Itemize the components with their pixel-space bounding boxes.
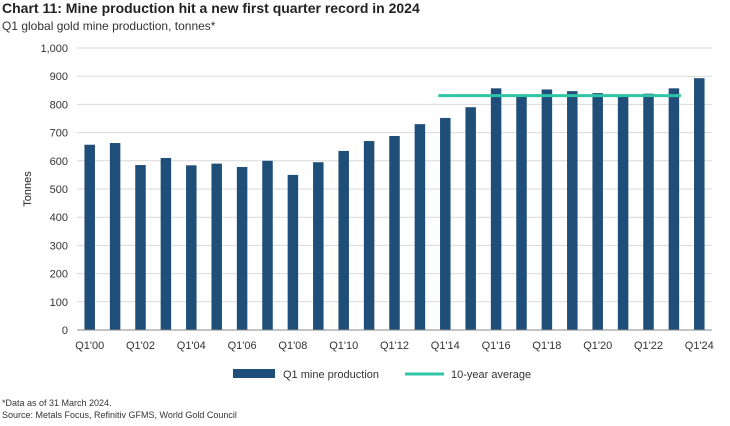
bar-Q104 [186,165,197,330]
bar-Q114 [440,117,451,330]
y-tick-label: 200 [50,269,68,281]
bar-Q117 [516,95,527,330]
bar-Q122 [643,93,654,331]
x-tick-label: Q1'18 [532,340,561,352]
y-tick-label: 700 [50,128,68,140]
bar-Q108 [287,174,299,330]
data-note: *Data as of 31 March 2024. [2,398,112,408]
bar-Q113 [414,124,426,330]
x-tick-label: Q1'10 [329,340,358,352]
bar-Q103 [160,157,172,330]
x-tick-label: Q1'22 [634,340,663,352]
y-tick-label: 100 [50,297,68,309]
y-tick-label: 1,000 [40,43,68,55]
y-tick-label: 500 [50,184,68,196]
bar-Q120 [592,93,603,331]
y-tick-label: 0 [62,325,68,337]
bar-Q121 [617,95,629,330]
bar-Q101 [109,143,121,330]
y-tick-label: 600 [50,156,68,168]
bar-Q116 [490,88,502,331]
bar-Q124 [694,78,705,330]
bar-Q100 [84,144,95,330]
bar-Q112 [389,135,400,330]
x-tick-label: Q1'14 [431,340,460,352]
bar-Q105 [211,163,222,330]
bar-Q110 [338,150,349,330]
x-tick-label: Q1'00 [75,340,104,352]
source-note: Source: Metals Focus, Refinitiv GFMS, Wo… [2,410,237,420]
bar-Q118 [541,89,553,330]
x-tick-label: Q1'06 [228,340,257,352]
bar-Q111 [363,141,375,330]
bar-Q102 [135,165,146,330]
bar-Q123 [668,88,680,331]
chart-title: Chart 11: Mine production hit a new firs… [2,0,420,16]
chart-subtitle: Q1 global gold mine production, tonnes* [2,19,216,33]
x-tick-label: Q1'08 [278,340,307,352]
y-tick-label: 800 [50,99,68,111]
bar-Q119 [567,91,578,331]
bar-Q109 [313,162,324,330]
bar-Q115 [465,107,476,330]
legend-swatch-bar [233,369,275,378]
x-tick-label: Q1'16 [482,340,511,352]
x-tick-label: Q1'04 [177,340,206,352]
x-tick-label: Q1'20 [583,340,612,352]
y-tick-label: 400 [50,212,68,224]
bar-Q106 [236,167,248,330]
x-tick-label: Q1'02 [126,340,155,352]
x-tick-label: Q1'12 [380,340,409,352]
y-tick-label: 900 [50,71,68,83]
bar-Q107 [262,160,273,330]
y-axis-label: Tonnes [22,171,34,207]
legend-label-bar: Q1 mine production [283,369,379,381]
y-tick-label: 300 [50,240,68,252]
legend-label-average: 10-year average [451,369,531,381]
x-tick-label: Q1'24 [685,340,714,352]
